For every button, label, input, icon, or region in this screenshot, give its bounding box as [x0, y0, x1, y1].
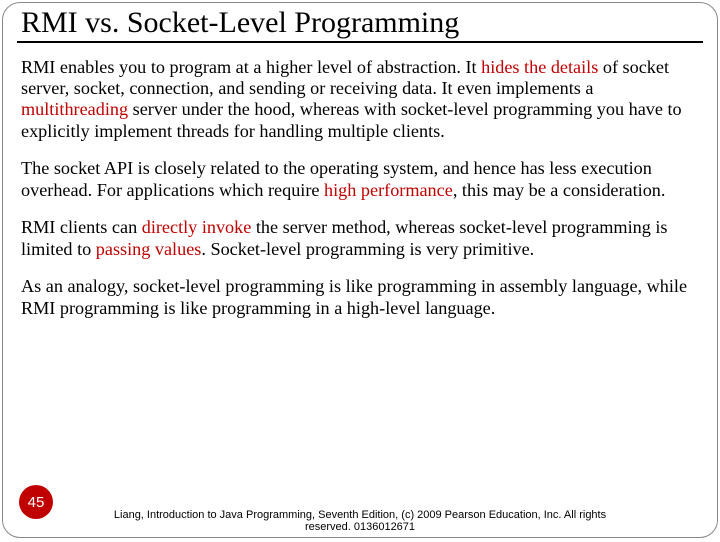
footer-citation: Liang, Introduction to Java Programming,…	[3, 509, 717, 533]
slide-frame: RMI vs. Socket-Level Programming RMI ena…	[2, 2, 718, 538]
paragraph-1: RMI enables you to program at a higher l…	[21, 57, 699, 143]
highlight-multithreading: multithreading	[21, 99, 128, 119]
paragraph-4: As an analogy, socket-level programming …	[21, 276, 699, 319]
text: . Socket-level programming is very primi…	[201, 239, 534, 259]
paragraph-2: The socket API is closely related to the…	[21, 158, 699, 201]
text: RMI enables you to program at a higher l…	[21, 57, 481, 77]
slide-title: RMI vs. Socket-Level Programming	[3, 3, 717, 39]
highlight-hides-details: hides the details	[481, 57, 598, 77]
slide-body: RMI enables you to program at a higher l…	[3, 43, 717, 320]
text: RMI clients can	[21, 217, 142, 237]
highlight-passing-values: passing values	[96, 239, 202, 259]
text: , this may be a consideration.	[453, 180, 666, 200]
paragraph-3: RMI clients can directly invoke the serv…	[21, 217, 699, 260]
highlight-high-performance: high performance	[324, 180, 453, 200]
text: As an analogy, socket-level programming …	[21, 276, 687, 317]
highlight-directly-invoke: directly invoke	[142, 217, 252, 237]
